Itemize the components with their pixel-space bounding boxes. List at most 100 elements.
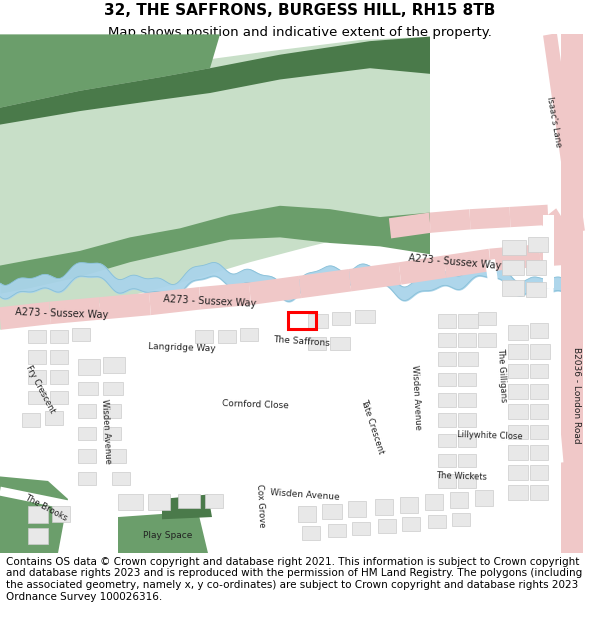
Text: Cornford Close: Cornford Close — [221, 399, 289, 410]
Polygon shape — [389, 469, 470, 488]
Polygon shape — [254, 449, 266, 553]
Polygon shape — [489, 244, 541, 271]
Bar — [103, 357, 125, 372]
Polygon shape — [434, 422, 529, 443]
Polygon shape — [0, 487, 73, 510]
Text: Fry Crescent: Fry Crescent — [23, 364, 56, 415]
Polygon shape — [542, 215, 554, 288]
Bar — [458, 413, 476, 427]
Polygon shape — [185, 318, 260, 336]
Polygon shape — [470, 464, 529, 479]
Text: A273 - Sussex Way: A273 - Sussex Way — [15, 308, 109, 321]
Bar — [298, 506, 316, 521]
Bar — [438, 372, 456, 386]
Polygon shape — [49, 297, 101, 324]
Polygon shape — [0, 37, 430, 266]
Bar — [148, 494, 170, 510]
Polygon shape — [258, 482, 360, 499]
Bar — [328, 524, 346, 538]
Bar — [458, 454, 476, 468]
Bar — [508, 326, 528, 340]
Bar — [530, 364, 548, 378]
Bar — [508, 445, 528, 459]
Bar — [50, 371, 68, 384]
Polygon shape — [349, 262, 401, 291]
Text: 32, THE SAFFRONS, BURGESS HILL, RH15 8TB: 32, THE SAFFRONS, BURGESS HILL, RH15 8TB — [104, 3, 496, 18]
Polygon shape — [175, 343, 245, 357]
Bar — [402, 517, 420, 531]
Bar — [118, 494, 143, 510]
Bar — [438, 333, 456, 347]
Text: Isaac's Lane: Isaac's Lane — [545, 96, 563, 148]
Text: Play Space: Play Space — [143, 531, 193, 539]
Bar — [526, 282, 546, 297]
Bar — [458, 352, 478, 366]
Polygon shape — [71, 373, 92, 411]
Bar — [108, 449, 126, 463]
Bar — [28, 330, 46, 343]
Text: Contains OS data © Crown copyright and database right 2021. This information is : Contains OS data © Crown copyright and d… — [6, 557, 582, 601]
Bar — [508, 486, 528, 500]
Polygon shape — [199, 282, 251, 309]
Polygon shape — [367, 443, 394, 478]
Bar — [438, 454, 456, 468]
Bar — [508, 364, 528, 378]
Polygon shape — [540, 208, 580, 259]
Bar — [348, 501, 366, 517]
Bar — [438, 393, 456, 406]
Polygon shape — [561, 34, 583, 553]
Bar — [178, 494, 200, 508]
Bar — [50, 330, 68, 343]
Polygon shape — [0, 34, 220, 108]
Bar — [502, 280, 524, 296]
Text: Langridge Way: Langridge Way — [148, 342, 216, 354]
Polygon shape — [0, 37, 430, 124]
Polygon shape — [389, 213, 431, 238]
Text: The Wickets: The Wickets — [436, 471, 488, 482]
Polygon shape — [364, 388, 394, 448]
Polygon shape — [509, 204, 548, 228]
Polygon shape — [539, 242, 572, 267]
Bar — [530, 323, 548, 338]
Bar — [28, 371, 46, 384]
Polygon shape — [188, 396, 295, 418]
Bar — [352, 521, 370, 535]
Bar — [508, 404, 528, 419]
Bar — [478, 333, 496, 347]
Bar — [530, 424, 548, 439]
Bar — [332, 312, 350, 326]
Text: Map shows position and indicative extent of the property.: Map shows position and indicative extent… — [108, 26, 492, 39]
Bar — [502, 239, 526, 256]
Bar — [438, 434, 456, 447]
Bar — [530, 384, 548, 399]
Bar — [526, 260, 546, 274]
Bar — [528, 238, 548, 252]
Bar — [458, 333, 476, 347]
Bar — [308, 314, 328, 328]
Bar — [458, 314, 478, 328]
Bar — [112, 472, 130, 486]
Text: Wisden Avenue: Wisden Avenue — [410, 365, 422, 430]
Text: The Saffrons: The Saffrons — [274, 334, 331, 348]
Bar — [72, 328, 90, 341]
Bar — [28, 350, 46, 364]
Text: B2036 - London Road: B2036 - London Road — [571, 347, 581, 444]
Polygon shape — [95, 342, 175, 357]
Bar — [438, 413, 456, 427]
Bar — [28, 528, 48, 544]
Text: Cox Grove: Cox Grove — [256, 484, 266, 528]
Bar — [78, 404, 96, 418]
Bar — [530, 445, 548, 459]
Bar — [218, 330, 236, 343]
Polygon shape — [162, 494, 212, 519]
Polygon shape — [488, 313, 509, 432]
Polygon shape — [331, 433, 346, 462]
Polygon shape — [547, 394, 563, 464]
Polygon shape — [292, 397, 323, 424]
Bar — [502, 260, 524, 274]
Bar — [425, 494, 443, 510]
Polygon shape — [485, 259, 503, 319]
Bar — [428, 515, 446, 528]
Polygon shape — [149, 287, 201, 315]
Text: Lillywhite Close: Lillywhite Close — [457, 430, 523, 441]
